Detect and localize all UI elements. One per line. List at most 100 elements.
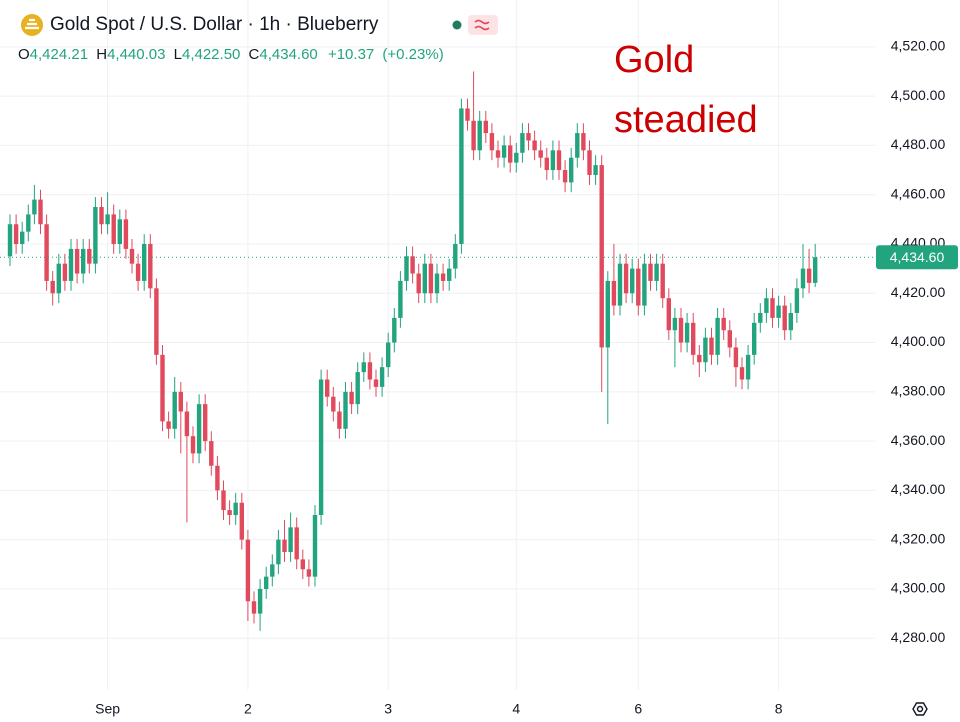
candle-body <box>203 404 208 442</box>
y-tick-label: 4,480.00 <box>891 136 946 152</box>
candle-body <box>630 268 635 294</box>
grid <box>0 0 875 690</box>
candle-body <box>44 224 49 281</box>
candle-body <box>111 214 116 244</box>
candle-body <box>233 502 238 516</box>
candle-body <box>184 411 190 437</box>
chart-title: Gold Spot / U.S. Dollar · 1h · Blueberry <box>50 14 379 35</box>
candle-body <box>294 527 299 560</box>
legend-value: 4,424.21 <box>30 46 88 63</box>
candle-body <box>13 224 19 244</box>
y-tick-label: 4,500.00 <box>891 87 946 103</box>
candle-body <box>569 157 574 183</box>
candle-body <box>257 588 263 614</box>
candle-body <box>190 436 196 454</box>
legend-letter: O <box>18 46 30 63</box>
candle-body <box>526 133 531 141</box>
candle-body <box>74 248 80 274</box>
candle-body <box>56 263 61 294</box>
candle-body <box>800 268 806 289</box>
x-tick-label: Sep <box>95 701 120 717</box>
candle-body <box>636 268 641 306</box>
candle-body <box>611 280 617 306</box>
candle-body <box>312 515 318 577</box>
candle-body <box>776 305 781 318</box>
y-tick-label: 4,360.00 <box>891 432 946 448</box>
symbol-icon-mark <box>25 18 39 30</box>
candle-body <box>148 243 153 289</box>
candle-body <box>514 152 519 163</box>
candle-body <box>81 248 86 274</box>
candle-body <box>782 305 787 331</box>
candle-body <box>752 322 757 355</box>
candle-body <box>38 199 43 225</box>
candle-body <box>50 280 55 294</box>
candle-body <box>178 391 183 412</box>
candle-body <box>434 273 440 294</box>
candle-body <box>605 280 610 348</box>
candle-body <box>544 157 549 171</box>
candle-body <box>715 317 720 355</box>
candle-body <box>142 243 147 281</box>
candle-body <box>593 165 598 175</box>
candle-body <box>355 372 360 405</box>
y-tick-label: 4,380.00 <box>891 383 946 399</box>
legend-value: 4,422.50 <box>182 46 240 63</box>
candle-body <box>654 263 659 281</box>
candle-body <box>477 120 482 151</box>
settings-icon[interactable] <box>912 702 928 716</box>
candle-body <box>416 273 421 294</box>
candle-body <box>538 150 543 158</box>
candle-body <box>495 150 501 158</box>
candle-body <box>166 421 171 429</box>
status-icon <box>474 19 490 31</box>
y-tick-label: 4,280.00 <box>891 629 946 645</box>
candle-body <box>770 298 775 318</box>
ohlc-legend: O4,424.21 H4,440.03 L4,422.50 C4,434.60 … <box>18 46 444 63</box>
candle-body <box>508 145 513 163</box>
legend-letter: C <box>249 46 260 63</box>
candle-body <box>154 288 159 355</box>
candle-body <box>733 347 739 368</box>
candle-body <box>160 354 165 422</box>
candle-body <box>361 362 366 373</box>
candle-body <box>721 317 726 331</box>
candle-body <box>764 298 769 313</box>
candle-body <box>428 263 434 294</box>
candle-body <box>556 150 562 171</box>
candle-body <box>105 214 110 225</box>
candle-body <box>745 354 751 380</box>
candle-body <box>697 354 702 363</box>
candle-body <box>306 569 312 577</box>
candle-body <box>209 441 214 466</box>
last-price-badge <box>876 245 958 270</box>
candle-body <box>227 510 232 516</box>
candle-body <box>392 317 397 343</box>
candle-body <box>739 367 745 380</box>
candle-body <box>758 312 763 323</box>
legend-value: 4,434.60 <box>259 46 317 63</box>
candle-body <box>666 298 671 331</box>
candle-body <box>684 322 690 343</box>
y-tick-label: 4,400.00 <box>891 333 946 349</box>
candle-body <box>617 263 623 306</box>
candle-body <box>282 539 287 552</box>
candle-body <box>672 317 678 331</box>
candle-body <box>703 337 708 363</box>
status-dot <box>452 20 462 30</box>
candle-body <box>575 133 580 158</box>
candle-body <box>398 280 403 318</box>
candle-body <box>806 268 812 283</box>
status-badge[interactable] <box>468 15 498 35</box>
candle-body <box>562 170 568 183</box>
candle-body <box>300 559 305 570</box>
legend-change: +10.37 <box>328 46 374 63</box>
candle-body <box>337 411 342 429</box>
annotation: steadied <box>614 99 758 141</box>
candle-body <box>245 539 251 602</box>
candle-body <box>93 207 98 264</box>
candle-body <box>471 120 476 151</box>
y-tick-label: 4,340.00 <box>891 481 946 497</box>
candle-body <box>172 391 177 429</box>
